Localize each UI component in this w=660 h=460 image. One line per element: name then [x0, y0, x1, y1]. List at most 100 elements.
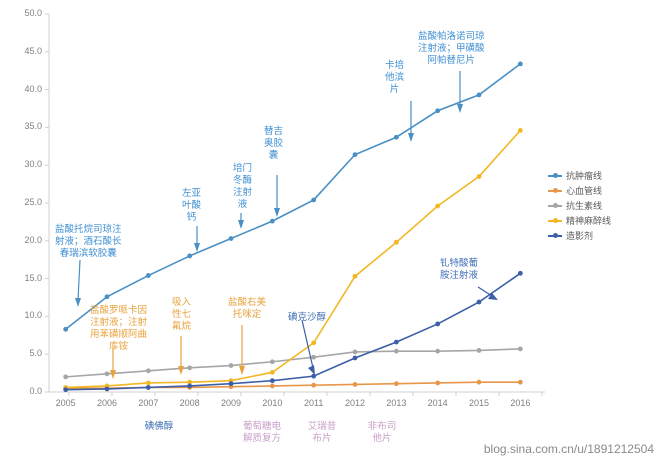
chart-annotation: 盐酸托烷司琼注 射液；酒石酸长 春瑞滨软胶囊 — [55, 224, 122, 259]
chart-annotation: 钆特酸葡 胺注射液 — [440, 258, 479, 281]
chart-annotation: 碘克沙醇 — [288, 312, 327, 323]
series-point — [393, 348, 399, 354]
y-tick-label: 5.0 — [29, 348, 42, 359]
x-tick-label: 2014 — [427, 398, 448, 408]
series-point — [435, 108, 441, 114]
chart-bottom-annotation: 艾瑞昔 布片 — [307, 421, 337, 444]
chart-annotation: 盐酸右美 托咪定 — [228, 297, 267, 320]
x-tick-label: 2008 — [179, 398, 200, 408]
series-point — [145, 385, 151, 390]
series-point — [269, 218, 275, 224]
series-point — [311, 354, 317, 360]
series-layer — [63, 61, 523, 393]
legend-label-oncology: 抗肿瘤线 — [566, 171, 603, 181]
legend-item[interactable]: 造影剂 — [548, 228, 611, 243]
chart-annotation: 吸入 性七 氟烷 — [172, 297, 192, 332]
series-line — [65, 272, 521, 391]
series-line — [65, 129, 521, 389]
series-point — [352, 349, 358, 355]
legend-item[interactable]: 心血管线 — [548, 183, 611, 198]
series-point — [517, 61, 523, 67]
y-tick-label: 20.0 — [24, 234, 42, 245]
series-point — [145, 380, 151, 386]
x-tick-marks — [68, 392, 543, 396]
series-point — [476, 92, 482, 98]
series-point — [311, 197, 317, 203]
series-point — [393, 381, 399, 387]
legend-item[interactable]: 精神麻醉线 — [548, 213, 611, 228]
legend-item[interactable]: 抗肿瘤线 — [548, 168, 611, 183]
series-point — [63, 326, 69, 332]
y-tick-label: 0.0 — [29, 386, 42, 396]
series-point — [393, 239, 399, 245]
series-point — [352, 355, 358, 361]
chart-annotation: 左亚 叶酸 钙 — [182, 188, 202, 223]
series-point — [311, 340, 317, 346]
chart-legend: 抗肿瘤线 心血管线 抗生素线 精神麻醉线 造影剂 — [548, 168, 611, 243]
series-point — [352, 152, 358, 158]
x-tick-label: 2005 — [55, 398, 76, 408]
chart-annotation: 培门 冬酶 注射 液 — [233, 163, 253, 210]
legend-swatch-contrast — [548, 232, 562, 238]
series-line — [65, 348, 521, 378]
series-point — [269, 359, 275, 365]
series-point — [187, 379, 193, 385]
y-tick-label: 40.0 — [24, 83, 42, 94]
chart-annotation: 卡培 他滨 片 — [385, 60, 405, 95]
y-tick-label: 25.0 — [24, 197, 42, 207]
chart-annotation: 盐酸罗哌卡因 注射液；注射 用苯磺顺阿曲 库铵 — [90, 305, 148, 352]
series-point — [393, 134, 399, 140]
legend-label-cardiovascular: 心血管线 — [566, 186, 603, 196]
series-line — [65, 63, 521, 330]
series-point — [352, 382, 358, 387]
legend-label-psychiatric: 精神麻醉线 — [566, 216, 612, 226]
legend-swatch-psychiatric — [548, 217, 562, 223]
x-tick-label: 2015 — [468, 398, 490, 408]
series-point — [187, 365, 193, 371]
series-point — [311, 382, 317, 388]
series-point — [104, 386, 110, 392]
series-point — [269, 378, 275, 384]
series-point — [517, 270, 523, 276]
series-point — [311, 373, 317, 379]
series-point — [435, 203, 441, 209]
series-point — [187, 383, 193, 389]
x-tick-label: 2011 — [303, 398, 324, 408]
series-point — [104, 294, 110, 300]
watermark-text: blog.sina.com.cn/u/1891212504 — [483, 442, 654, 456]
x-tick-label: 2010 — [262, 398, 283, 408]
series-point — [435, 348, 441, 354]
series-point — [187, 253, 193, 259]
series-point — [104, 371, 110, 377]
legend-swatch-antibiotic — [548, 202, 562, 208]
series-point — [476, 174, 482, 179]
legend-swatch-cardiovascular — [548, 187, 562, 193]
y-tick-label: 35.0 — [24, 121, 42, 132]
chart-bottom-annotation: 葡萄糖电 解质复方 — [242, 421, 281, 444]
x-tick-label: 2009 — [220, 398, 242, 408]
annotation-arrows — [75, 71, 498, 379]
series-point — [352, 273, 358, 279]
series-point — [435, 380, 441, 386]
series-point — [476, 379, 482, 385]
series-point — [476, 348, 482, 353]
chart-bottom-annotation: 非布司 他片 — [367, 421, 397, 444]
legend-swatch-oncology — [548, 172, 562, 178]
legend-item[interactable]: 抗生素线 — [548, 198, 611, 213]
series-point — [145, 368, 151, 374]
series-point — [393, 339, 399, 345]
series-point — [228, 236, 234, 241]
chart-bottom-annotation: 碘佛醇 — [144, 421, 174, 432]
series-point — [269, 383, 275, 389]
series-point — [269, 369, 275, 375]
y-tick-label: 30.0 — [24, 159, 42, 170]
x-tick-label: 2013 — [386, 398, 407, 408]
x-tick-label: 2006 — [96, 398, 118, 408]
x-tick-label: 2007 — [138, 398, 159, 408]
series-point — [145, 273, 151, 278]
series-point — [63, 374, 69, 380]
legend-label-antibiotic: 抗生素线 — [566, 201, 603, 211]
series-point — [517, 346, 523, 352]
